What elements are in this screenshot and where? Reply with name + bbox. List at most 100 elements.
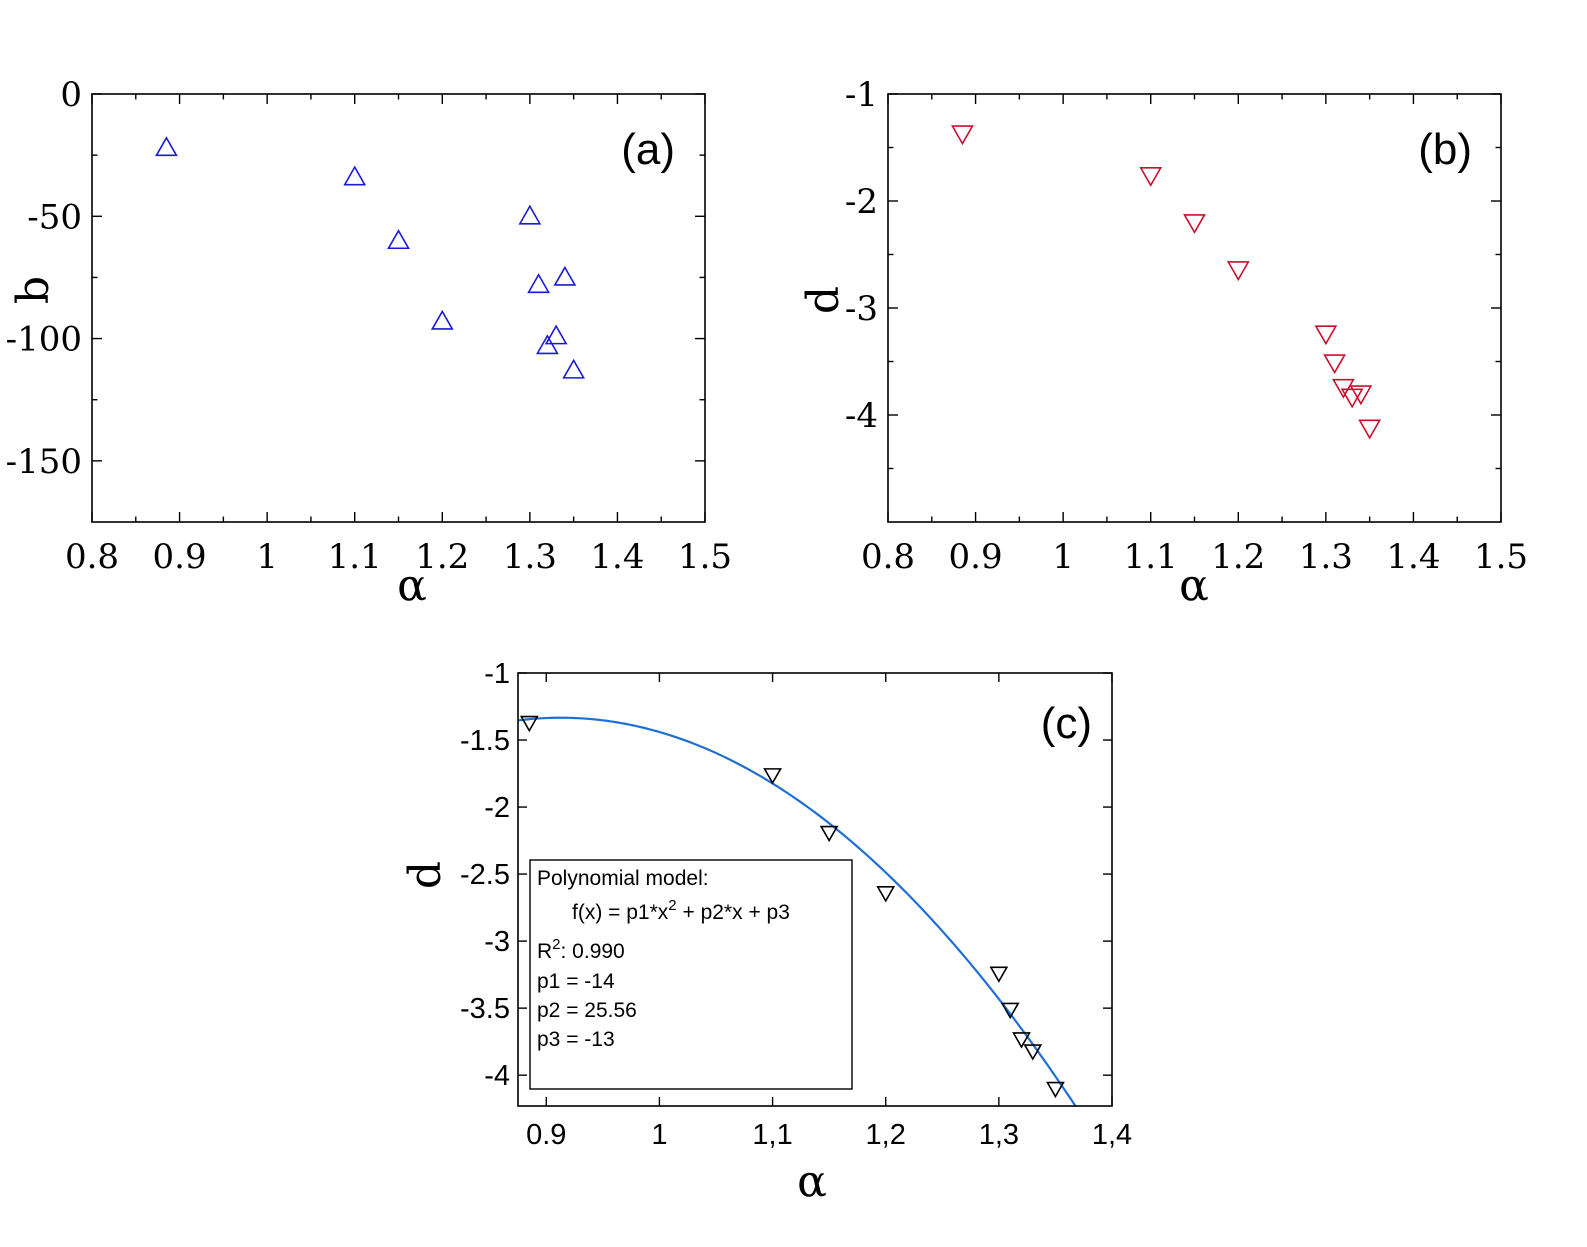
data-point — [1358, 419, 1382, 440]
data-point — [1323, 354, 1346, 375]
data-point — [343, 165, 367, 186]
panel-a-ticks — [91, 93, 706, 522]
data-point — [544, 324, 568, 345]
panel-a-ylabel: b — [8, 276, 59, 304]
panel-c-xtick-labels: 0.9 1 1,1 1,2 1,3 1,4 — [526, 1119, 1132, 1151]
x-tick-label: 1.3 — [503, 537, 557, 577]
x-tick-label: 1.2 — [1211, 537, 1265, 577]
data-point — [1314, 325, 1338, 346]
data-point — [562, 358, 586, 379]
data-point — [1012, 1032, 1031, 1049]
x-tick-label: 1,3 — [979, 1119, 1019, 1151]
data-point — [430, 309, 454, 330]
x-tick-label: 0.8 — [65, 537, 119, 577]
data-point — [155, 136, 178, 157]
x-tick-label: 1,2 — [866, 1119, 906, 1151]
data-point — [519, 715, 539, 733]
panel-c-fit-curve — [517, 716, 1077, 1108]
panel-b-markers — [951, 125, 1382, 440]
y-tick-label: -2 — [484, 792, 510, 824]
panel-c-xlabel: α — [797, 1156, 827, 1207]
panel-a-label: (a) — [621, 125, 675, 174]
data-point — [1226, 261, 1250, 282]
data-point — [518, 204, 542, 225]
panel-b-ylabel: d — [798, 286, 849, 314]
x-tick-label: 1.4 — [590, 537, 644, 577]
legend-formula: f(x) = p1*x2 + p2*x + p3 — [572, 897, 790, 924]
panel-b-frame — [887, 93, 1502, 523]
panel-a-ytick-labels: 0 -50 -100 -150 — [6, 75, 82, 482]
x-tick-label: 0.9 — [949, 537, 1003, 577]
x-tick-label: 1,4 — [1092, 1119, 1132, 1151]
y-tick-label: -3 — [484, 926, 510, 958]
x-tick-label: 1 — [651, 1119, 667, 1151]
panel-c-fit-legend: Polynomial model: f(x) = p1*x2 + p2*x + … — [529, 859, 853, 1090]
data-point — [1349, 385, 1373, 406]
x-tick-label: 1.4 — [1386, 537, 1440, 577]
panel-c-label: (c) — [1041, 699, 1092, 748]
data-point — [1183, 214, 1206, 235]
x-tick-label: 1.2 — [415, 537, 469, 577]
panel-a-xtick-labels: 0.8 0.9 1 1.1 1.2 1.3 1.4 1.5 — [65, 537, 732, 577]
y-tick-label: -100 — [6, 320, 82, 360]
panel-c-ytick-labels: -1 -1.5 -2 -2.5 -3 -3.5 -4 — [460, 658, 510, 1092]
x-tick-label: 1.5 — [678, 537, 732, 577]
y-tick-label: -50 — [27, 197, 82, 237]
data-point — [763, 768, 782, 785]
data-point — [1340, 388, 1364, 409]
x-tick-label: 1.1 — [1124, 537, 1178, 577]
panel-b-xlabel: α — [1179, 560, 1209, 611]
y-tick-label: -1 — [845, 75, 878, 115]
panel-a: 0.8 0.9 1 1.1 1.2 1.3 1.4 1.5 0-50-100-150 (a) … — [6, 75, 732, 611]
data-point — [553, 265, 577, 286]
data-point — [876, 886, 896, 903]
panel-c: 0.9 1 1,1 1,2 1,3 1,4 -1 -1.5 -2 -2.5 -3 -3.5 -4 (c… — [400, 658, 1132, 1207]
panel-c-ticks — [518, 672, 1113, 1106]
legend-p1: p1 = -14 — [537, 970, 615, 993]
y-tick-label: -1.5 — [460, 725, 510, 757]
y-tick-label: 0 — [60, 75, 82, 115]
panel-a-xlabel: α — [397, 560, 427, 611]
data-point — [387, 229, 410, 250]
legend-p3: p3 = -13 — [537, 1028, 615, 1051]
legend-model-name: Polynomial model: — [537, 867, 709, 890]
panel-b: 0.8 0.9 1 1.1 1.2 1.3 1.4 1.5 -1 -2 -3 -4 (b) α d — [798, 75, 1528, 611]
data-point — [535, 334, 559, 355]
x-tick-label: 1.5 — [1474, 537, 1528, 577]
data-point — [1000, 1002, 1020, 1020]
x-tick-label: 1.1 — [328, 537, 382, 577]
data-point — [1139, 167, 1163, 187]
panel-b-label: (b) — [1418, 125, 1472, 174]
data-point — [989, 966, 1009, 983]
panel-b-ticks — [887, 93, 1502, 522]
panel-a-frame — [91, 93, 706, 523]
legend-p2: p2 = 25.56 — [537, 999, 637, 1022]
data-point — [1023, 1044, 1043, 1061]
y-tick-label: -2.5 — [460, 859, 510, 891]
legend-box — [529, 859, 853, 1090]
y-tick-label: -4 — [484, 1060, 510, 1092]
x-tick-label: 1,1 — [752, 1119, 792, 1151]
x-tick-label: 0.9 — [526, 1119, 566, 1151]
panel-c-markers — [519, 715, 1065, 1099]
panel-c-ylabel: d — [400, 861, 451, 889]
y-tick-label: -150 — [6, 442, 82, 482]
y-tick-label: -1 — [484, 658, 510, 690]
panel-b-ytick-labels: -1 -2 -3 -4 — [845, 75, 878, 436]
x-tick-label: 0.9 — [153, 537, 207, 577]
x-tick-label: 0.8 — [861, 537, 915, 577]
legend-r-squared: R2: 0.990 — [537, 936, 625, 963]
data-point — [951, 125, 974, 146]
panel-a-markers — [155, 136, 586, 379]
y-tick-label: -3 — [845, 289, 878, 329]
x-tick-label: 1 — [256, 537, 278, 577]
y-tick-label: -3.5 — [460, 993, 510, 1025]
panel-c-frame — [517, 672, 1113, 1107]
data-point — [1046, 1081, 1065, 1099]
y-tick-label: -2 — [845, 182, 878, 222]
data-point — [527, 273, 550, 294]
x-tick-label: 1 — [1052, 537, 1074, 577]
x-tick-label: 1.3 — [1299, 537, 1353, 577]
panel-b-xtick-labels: 0.8 0.9 1 1.1 1.2 1.3 1.4 1.5 — [861, 537, 1528, 577]
